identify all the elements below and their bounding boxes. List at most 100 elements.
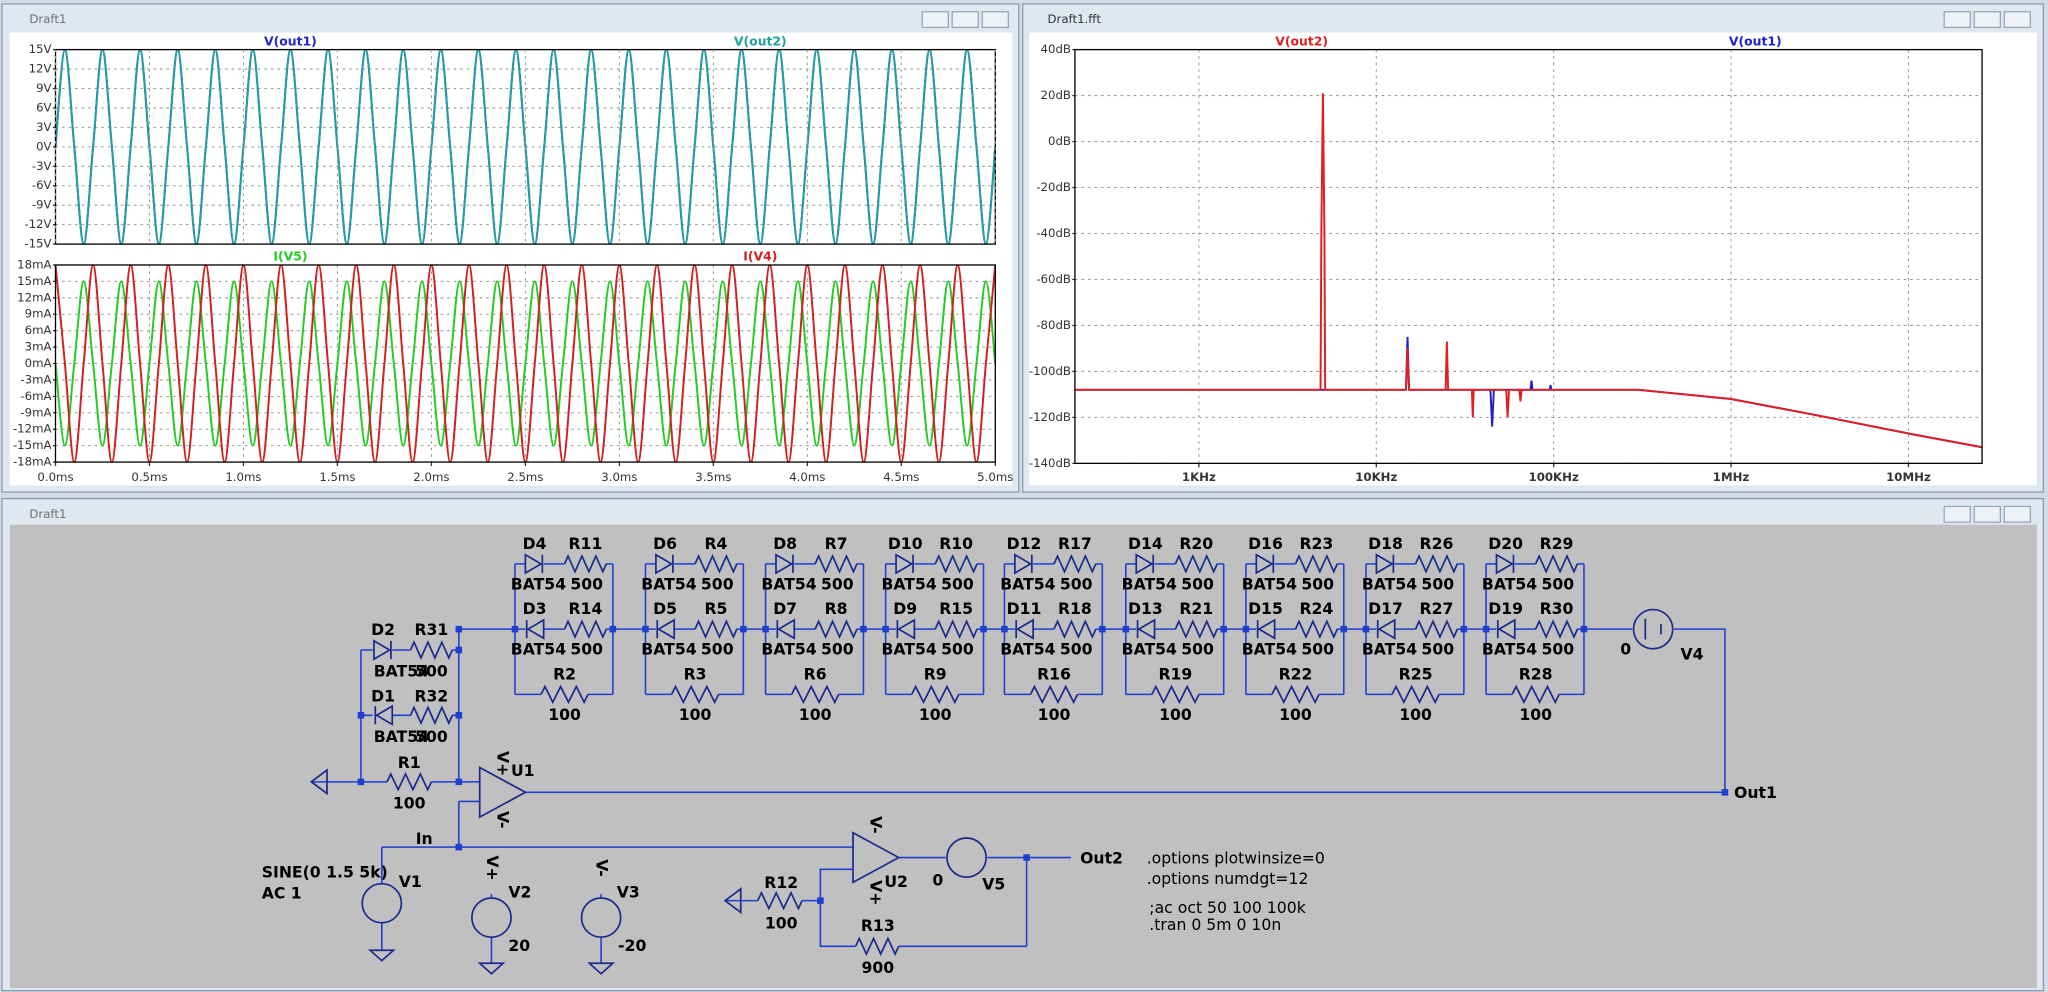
part-label: R9 <box>924 664 947 683</box>
resistor <box>910 684 960 705</box>
legend-entry: V(out2) <box>734 33 787 48</box>
plot-traces <box>55 49 996 245</box>
part-value: BAT54 <box>641 574 696 593</box>
part-value: 100 <box>548 705 581 724</box>
part-label: R3 <box>684 664 707 683</box>
legend-entry: V(out1) <box>264 33 317 48</box>
part-label: R14 <box>569 599 603 618</box>
part-value: 500 <box>1301 574 1334 593</box>
part-value: BAT54 <box>1482 574 1537 593</box>
y-tick-label: -15V <box>24 237 51 251</box>
part-value: BAT54 <box>374 727 429 746</box>
resistor <box>694 619 738 640</box>
directive: .options plotwinsize=0 <box>1147 848 1325 867</box>
close-button[interactable] <box>2003 505 2032 523</box>
close-button[interactable] <box>2003 11 2032 29</box>
part-label: R21 <box>1179 599 1213 618</box>
resistor <box>1294 553 1339 574</box>
part-label: V2 <box>508 882 531 901</box>
resistor <box>756 890 803 911</box>
part-value: 100 <box>679 705 712 724</box>
diode <box>1376 618 1396 640</box>
maximize-button[interactable] <box>1973 505 2001 523</box>
x-tick-label: 0.0ms <box>37 470 73 484</box>
resistor <box>814 619 858 640</box>
window-title: Draft1 <box>29 507 66 521</box>
close-button[interactable] <box>981 11 1009 29</box>
x-tick-label: 0.5ms <box>131 470 167 484</box>
minimize-button[interactable] <box>1943 11 1971 29</box>
net-label: Out1 <box>1734 783 1777 802</box>
y-tick-label: 20dB <box>1041 88 1071 102</box>
y-tick-label: 9mA <box>25 307 52 321</box>
resistor <box>1511 684 1560 705</box>
part-value: 500 <box>1542 640 1575 659</box>
directive: .tran 0 5m 0 10n <box>1149 915 1281 934</box>
part-label: R2 <box>553 664 576 683</box>
net-label: V- <box>593 859 612 876</box>
port <box>309 768 328 796</box>
plot-frame <box>54 264 996 463</box>
wire <box>381 800 854 964</box>
x-tick-label: 1.5ms <box>319 470 355 484</box>
resistor <box>1294 619 1339 640</box>
part-label: R20 <box>1179 534 1213 553</box>
x-tick-label: 100KHz <box>1529 470 1579 484</box>
part-label: R6 <box>804 664 827 683</box>
resistor <box>1534 553 1579 574</box>
part-value: BAT54 <box>1122 640 1177 659</box>
y-tick-label: -20dB <box>1036 180 1071 194</box>
part-label: D15 <box>1248 599 1283 618</box>
y-tick-label: 12mA <box>17 290 51 304</box>
part-value: BAT54 <box>511 574 566 593</box>
part-value: 500 <box>941 574 974 593</box>
resistor <box>1053 553 1097 574</box>
source-mark <box>1644 618 1662 640</box>
part-value: 0 <box>932 871 943 890</box>
y-tick-label: -18mA <box>13 455 52 469</box>
maximize-button[interactable] <box>951 11 979 29</box>
part-value: 100 <box>1159 705 1192 724</box>
y-tick-label: 15V <box>29 42 52 56</box>
voltage-source <box>946 837 987 878</box>
part-value: 500 <box>701 640 734 659</box>
minimize-button[interactable] <box>921 11 949 29</box>
diode <box>1136 618 1156 640</box>
resistor <box>1414 553 1459 574</box>
diode <box>775 553 794 575</box>
part-label: R30 <box>1540 599 1574 618</box>
resistor <box>540 684 589 705</box>
part-value: BAT54 <box>1362 640 1417 659</box>
part-value: BAT54 <box>1000 640 1055 659</box>
diode <box>1375 553 1395 575</box>
part-label: R7 <box>825 534 848 553</box>
minimize-button[interactable] <box>1943 505 1971 523</box>
resistor <box>1174 619 1218 640</box>
port <box>723 887 742 915</box>
part-label: D14 <box>1128 534 1163 553</box>
y-tick-label: -60dB <box>1036 272 1071 286</box>
resistor <box>1391 684 1440 705</box>
resistor <box>790 684 840 705</box>
resistor <box>1029 684 1079 705</box>
part-value: 100 <box>393 794 426 813</box>
part-value: 20 <box>508 936 530 955</box>
part-value: 500 <box>1060 574 1093 593</box>
diode <box>373 639 392 661</box>
junction <box>1023 854 1030 861</box>
maximize-button[interactable] <box>1973 11 2001 29</box>
part-label: R23 <box>1299 534 1333 553</box>
part-value: 100 <box>1519 705 1552 724</box>
resistor <box>1151 684 1200 705</box>
schematic-canvas[interactable] <box>9 524 2037 989</box>
part-label: D3 <box>523 599 547 618</box>
part-value: 500 <box>1060 640 1093 659</box>
part-label: D9 <box>893 599 917 618</box>
schematic: D2 BAT54 R31 500 D1 BAT54 R32 500 R1 100… <box>262 534 1777 977</box>
trace <box>1074 93 1983 449</box>
part-label: R29 <box>1540 534 1574 553</box>
part-value: 100 <box>1399 705 1432 724</box>
y-tick-label: 15mA <box>17 274 51 288</box>
part-label: R13 <box>861 916 895 935</box>
